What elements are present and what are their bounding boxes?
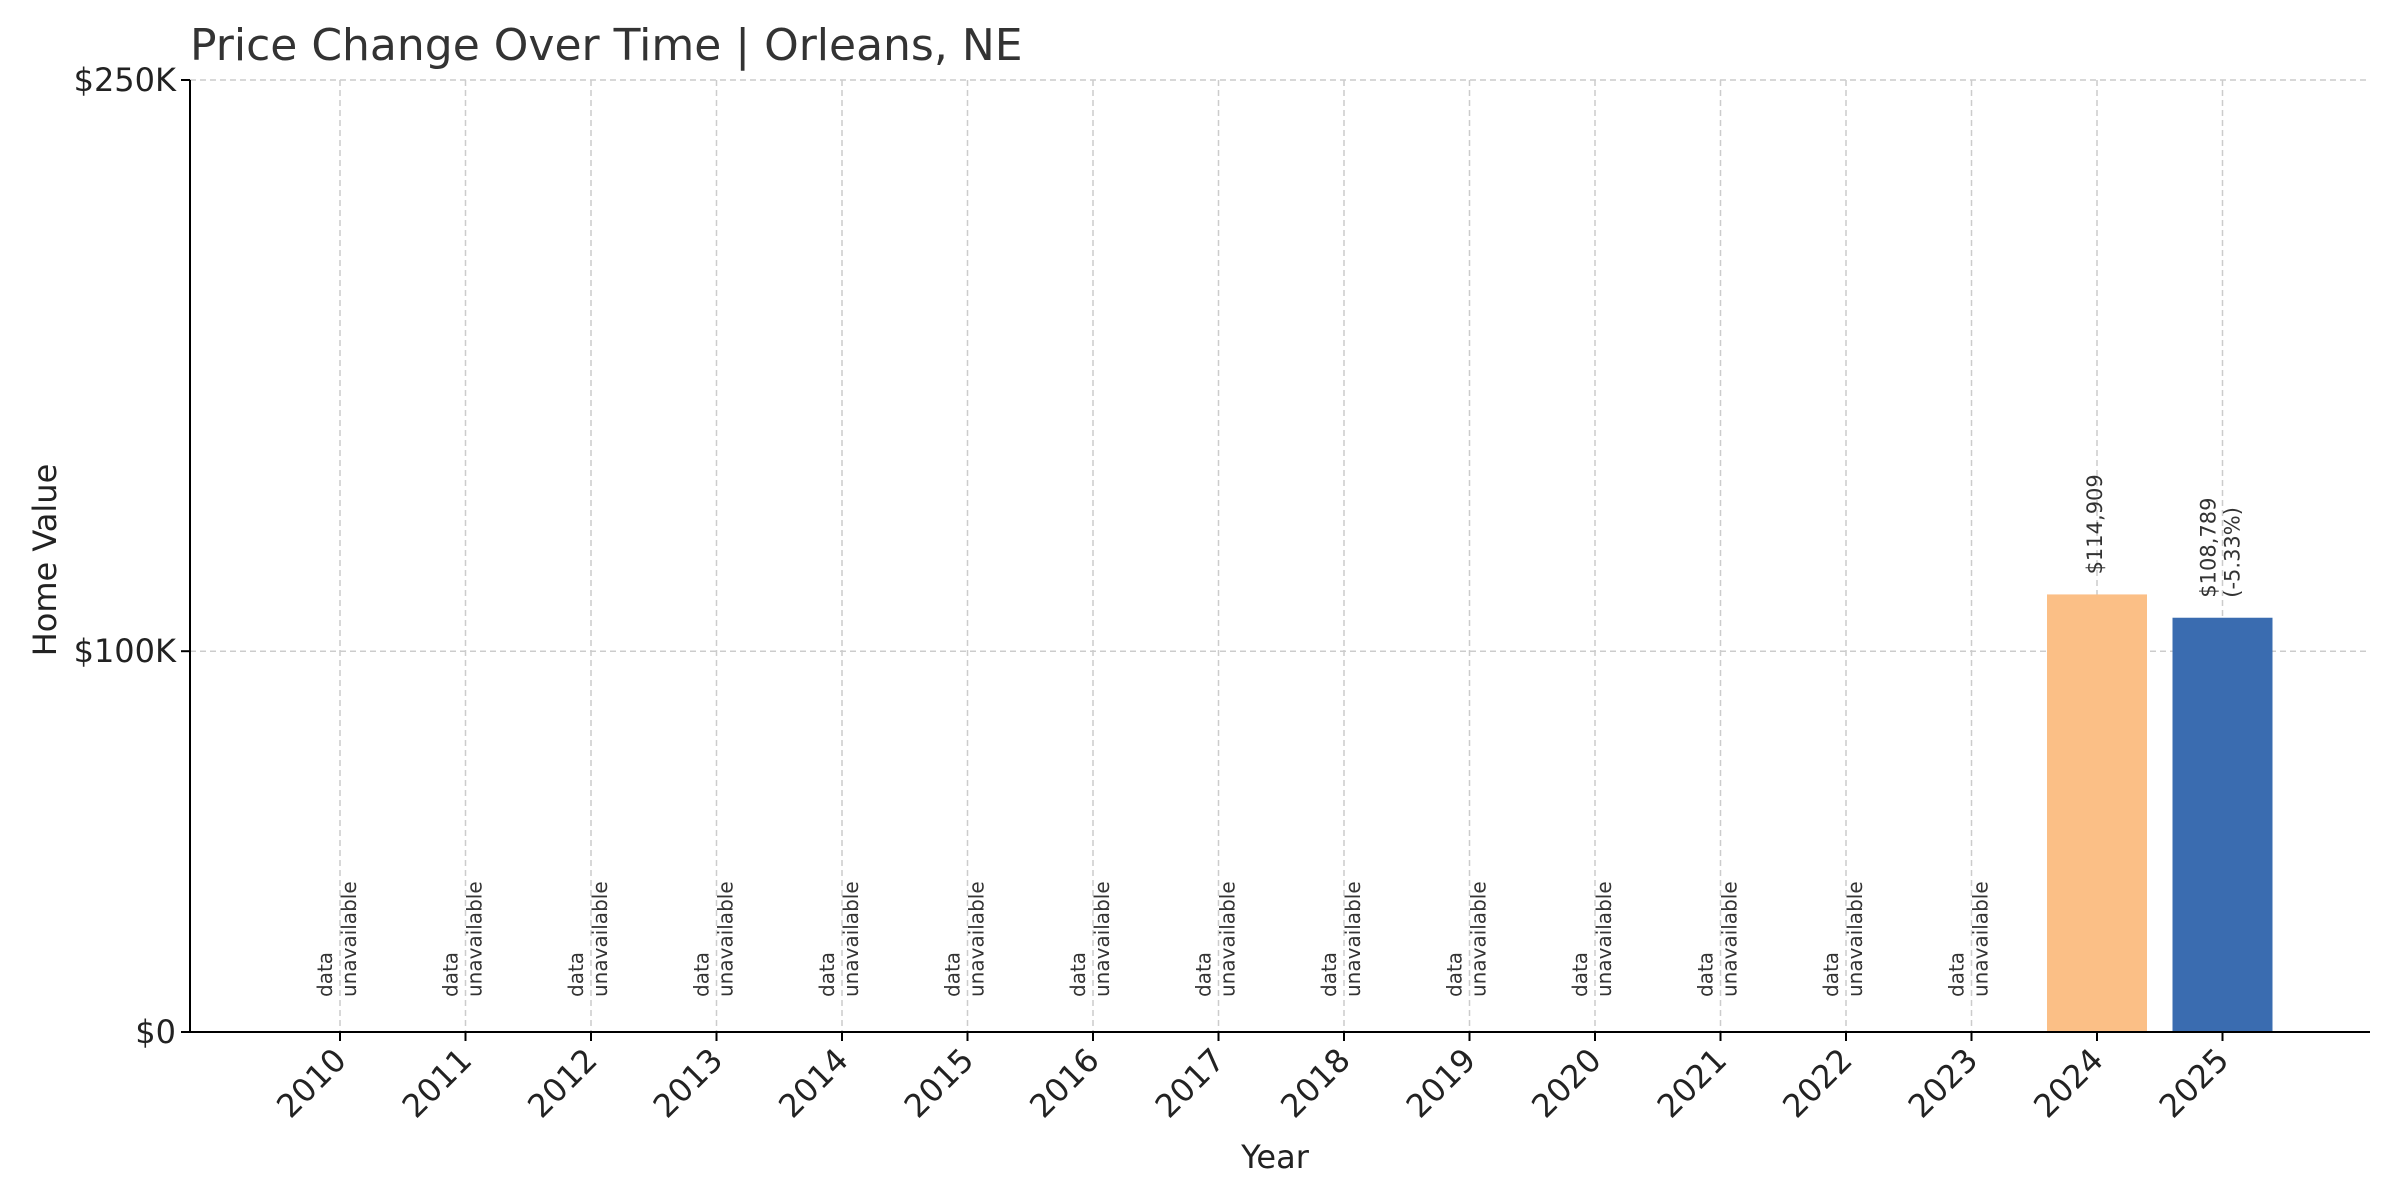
data-unavailable-label: data	[564, 952, 588, 997]
x-tick-label: 2013	[646, 1041, 730, 1125]
data-unavailable-label: data	[1819, 952, 1843, 997]
data-unavailable-label: data	[1192, 952, 1216, 997]
chart-title: Price Change Over Time | Orleans, NE	[190, 20, 1023, 71]
x-tick-label: 2021	[1650, 1041, 1734, 1125]
data-unavailable-label: unavailable	[463, 881, 487, 997]
grid-lines	[190, 79, 2370, 1032]
data-unavailable-label: data	[1317, 952, 1341, 997]
x-tick-label: 2024	[2026, 1041, 2110, 1125]
data-unavailable-label: unavailable	[1341, 881, 1365, 997]
x-tick-label: 2018	[1273, 1041, 1357, 1125]
data-unavailable-label: data	[1568, 952, 1592, 997]
data-unavailable-label: data	[313, 952, 337, 997]
data-unavailable-label: data	[815, 952, 839, 997]
x-tick-label: 2015	[897, 1041, 981, 1125]
axes	[181, 79, 2370, 1041]
bar-value-label: (-5.33%)	[2221, 507, 2245, 598]
data-unavailable-label: unavailable	[839, 881, 863, 997]
data-unavailable-label: unavailable	[965, 881, 989, 997]
data-unavailable-label: data	[1694, 952, 1718, 997]
x-axis-title: Year	[1240, 1138, 1310, 1176]
data-unavailable-label: unavailable	[1718, 881, 1742, 997]
data-unavailable-label: data	[1443, 952, 1467, 997]
x-tick-label: 2025	[2152, 1041, 2236, 1125]
data-unavailable-label: unavailable	[1090, 881, 1114, 997]
y-tick-label: $100K	[74, 632, 177, 670]
bar-value-label: $114,909	[2083, 474, 2107, 574]
data-unavailable-label: unavailable	[1843, 881, 1867, 997]
y-tick-label: $250K	[74, 61, 177, 99]
data-unavailable-label: unavailable	[714, 881, 738, 997]
y-tick-label: $0	[135, 1013, 176, 1051]
x-tick-label: 2011	[395, 1041, 479, 1125]
bar-value-label: $108,789	[2197, 498, 2221, 598]
x-tick-label: 2012	[520, 1041, 604, 1125]
x-tick-label: 2014	[771, 1041, 855, 1125]
data-unavailable-label: unavailable	[337, 881, 361, 997]
x-tick-label: 2016	[1022, 1041, 1106, 1125]
data-unavailable-label: data	[1066, 952, 1090, 997]
data-unavailable-label: data	[690, 952, 714, 997]
x-tick-label: 2022	[1775, 1041, 1859, 1125]
data-unavailable-label: unavailable	[1592, 881, 1616, 997]
data-unavailable-label: unavailable	[1216, 881, 1240, 997]
x-tick-label: 2010	[269, 1041, 353, 1125]
x-tick-label: 2017	[1148, 1041, 1232, 1125]
data-unavailable-label: data	[941, 952, 965, 997]
bars	[2047, 594, 2273, 1032]
data-unavailable-label: data	[439, 952, 463, 997]
x-tick-label: 2019	[1399, 1041, 1483, 1125]
x-tick-label: 2023	[1901, 1041, 1985, 1125]
data-unavailable-label: unavailable	[1467, 881, 1491, 997]
bar-2025	[2172, 617, 2273, 1032]
data-unavailable-label: unavailable	[588, 881, 612, 997]
data-unavailable-label: unavailable	[1969, 881, 1993, 997]
data-unavailable-label: data	[1945, 952, 1969, 997]
x-tick-label: 2020	[1524, 1041, 1608, 1125]
bar-2024	[2047, 594, 2147, 1032]
y-axis-title: Home Value	[26, 464, 64, 657]
